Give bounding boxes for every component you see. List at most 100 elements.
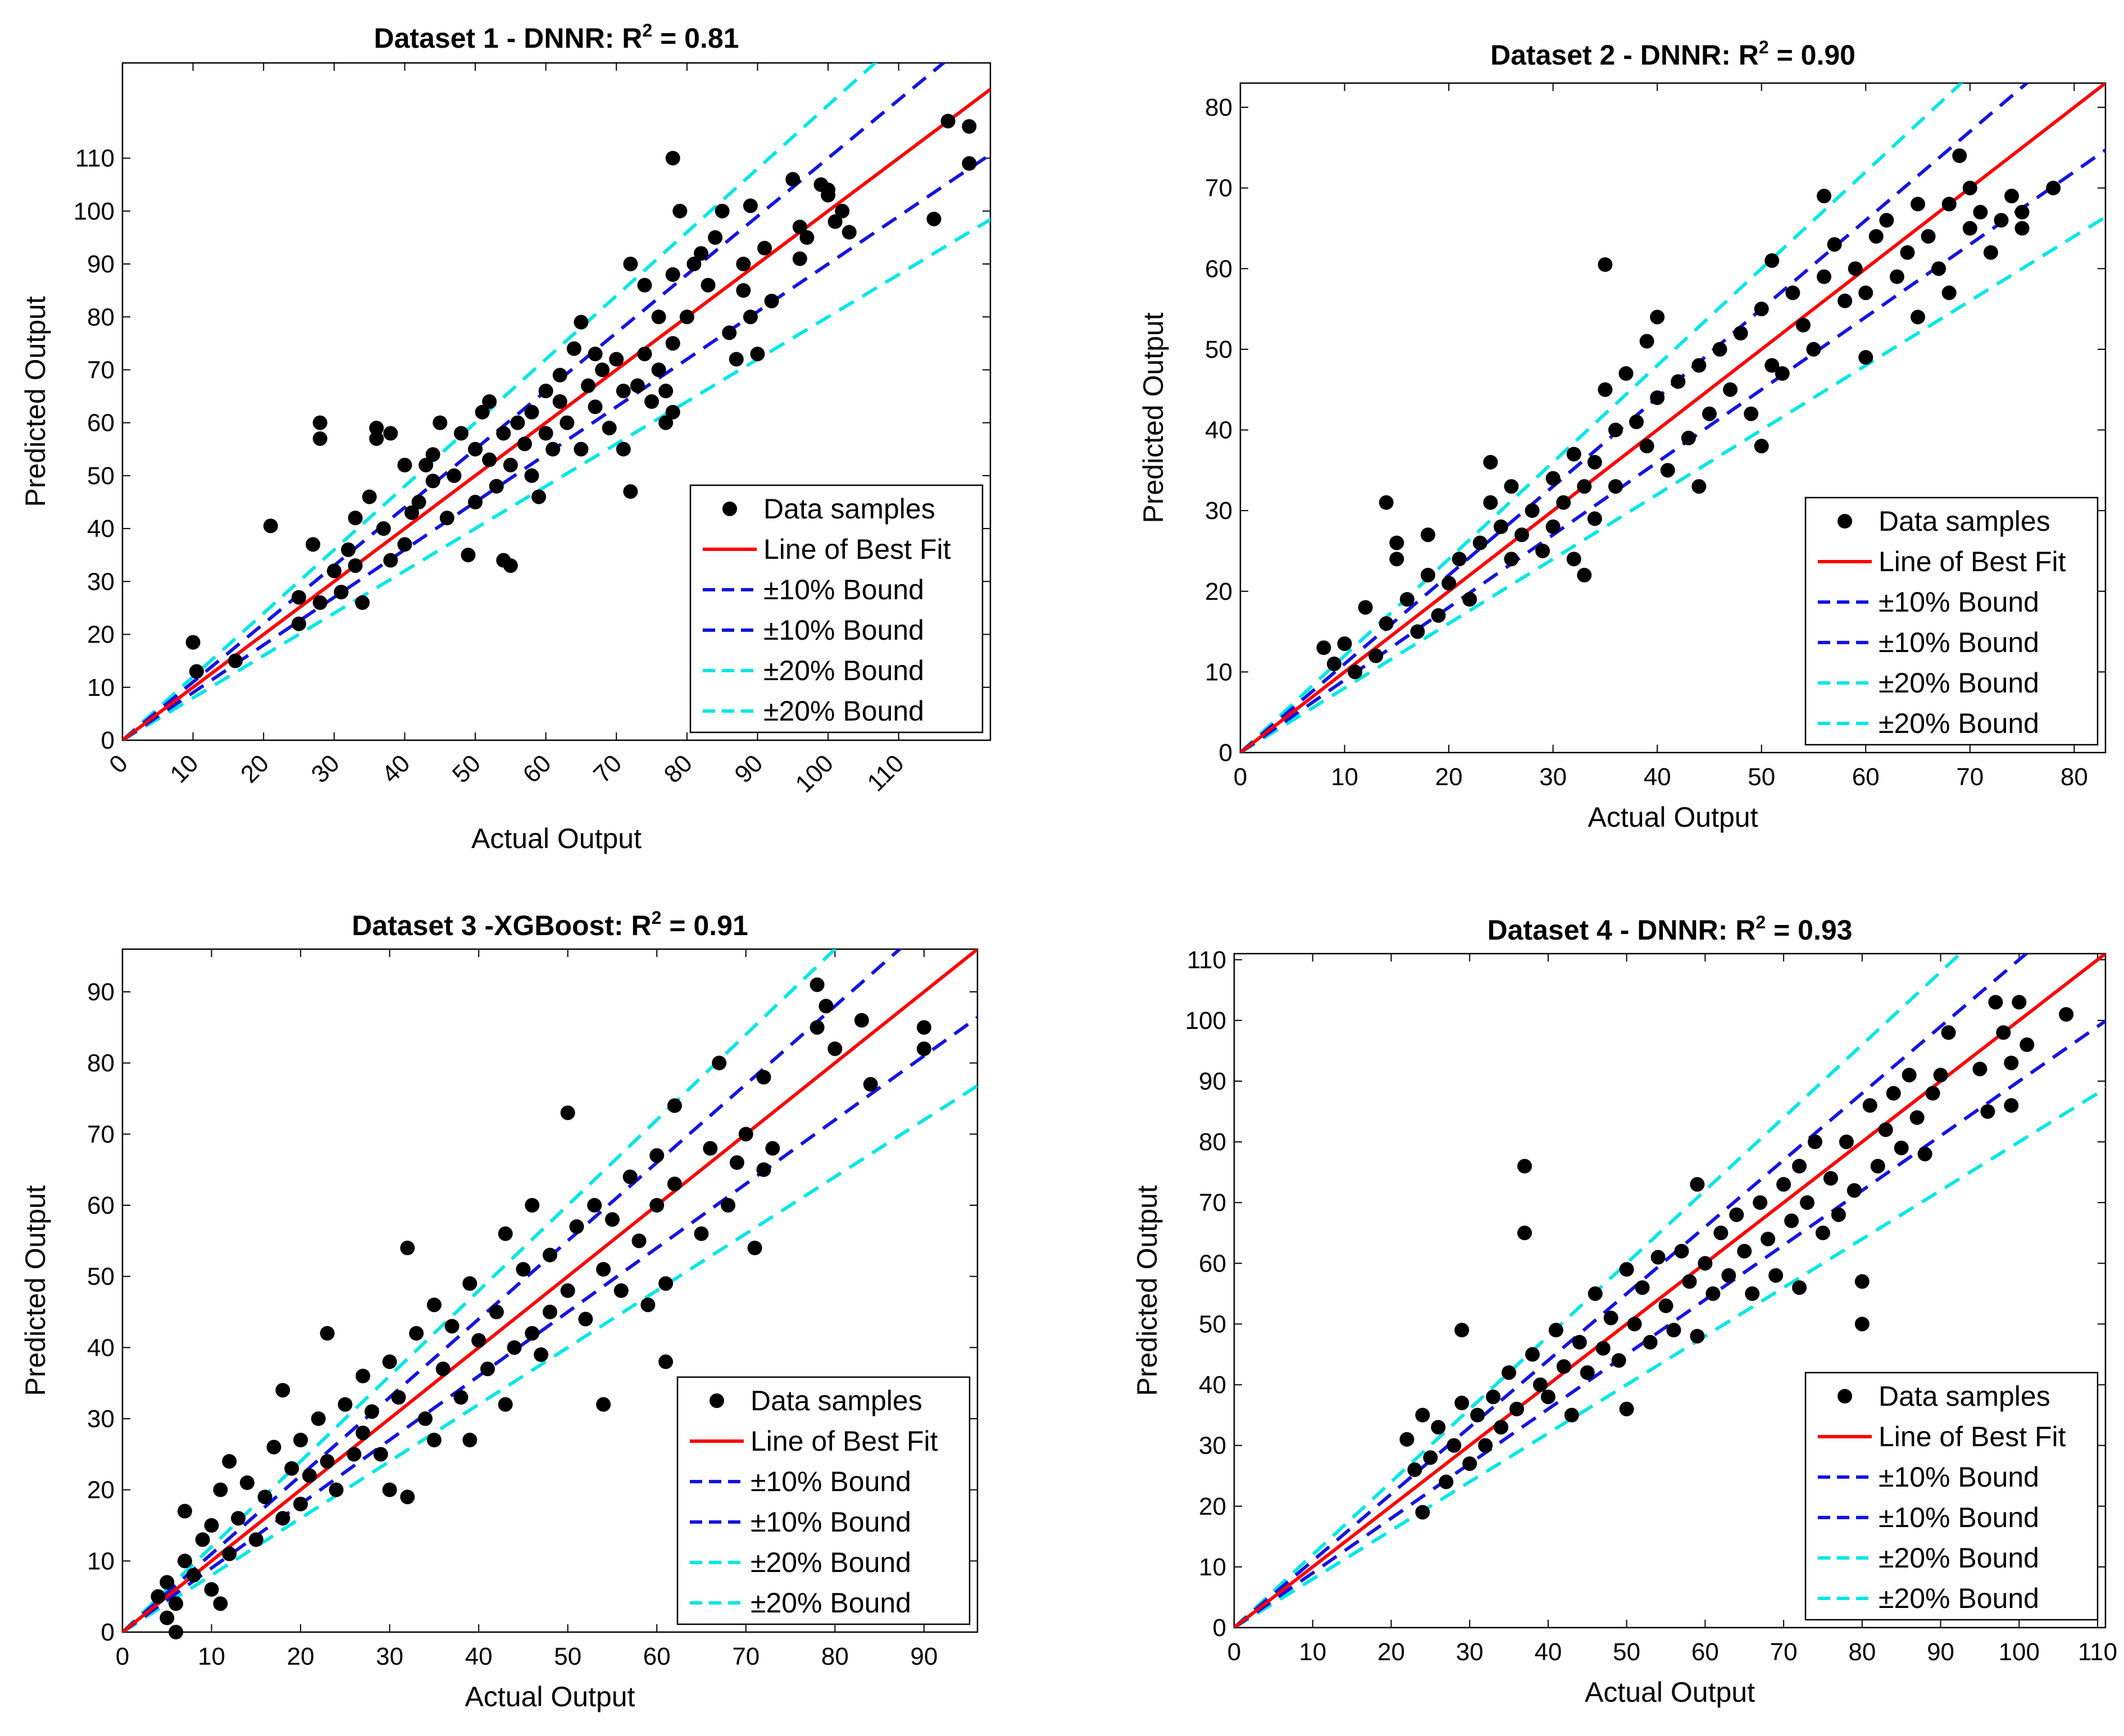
data-point (658, 415, 674, 430)
data-point (1525, 1347, 1540, 1362)
x-tick-label: 20 (287, 1643, 315, 1670)
data-point (665, 336, 680, 351)
data-point (266, 1439, 281, 1455)
data-point (658, 1276, 674, 1291)
data-point (667, 1177, 682, 1191)
data-point (1587, 511, 1602, 526)
data-point (1399, 1432, 1415, 1447)
data-point (397, 458, 412, 473)
data-point (1504, 552, 1519, 567)
data-point (1921, 229, 1936, 244)
data-point (1462, 592, 1477, 607)
data-point (1764, 358, 1780, 373)
data-point (1532, 1377, 1548, 1392)
legend: Data samples Line of Best Fit ±10% Bound ±1… (689, 484, 984, 733)
data-point (854, 1013, 869, 1028)
legend-label: Line of Best Fit (1879, 546, 2066, 577)
data-point (348, 558, 363, 573)
data-point (1817, 269, 1832, 284)
y-tick-label: 90 (87, 978, 115, 1006)
bound-10-upper-line (122, 63, 947, 740)
data-point (1721, 1268, 1736, 1283)
data-point (1729, 1207, 1744, 1222)
x-tick-label: 40 (376, 749, 415, 788)
data-point (1815, 1225, 1830, 1241)
y-axis-label: Predicted Output (1138, 312, 1169, 523)
data-point (672, 203, 688, 218)
x-tick-label: 0 (116, 1643, 129, 1670)
legend-label: ±10% Bound (763, 614, 924, 646)
data-point (622, 1169, 638, 1184)
data-point (239, 1475, 254, 1490)
data-point (1737, 1243, 1752, 1259)
y-tick-label: 20 (87, 1477, 115, 1504)
data-point (651, 362, 666, 377)
chart-title: Dataset 1 - DNNR: R2 = 0.81 (374, 20, 739, 54)
legend-box (1804, 1372, 2099, 1621)
x-tick-label: 10 (165, 749, 203, 788)
data-point (1509, 1401, 1525, 1416)
y-tick-label: 110 (1187, 946, 1226, 974)
data-point (409, 1326, 424, 1341)
data-point (312, 415, 328, 430)
data-point (1902, 1068, 1917, 1083)
data-point (756, 1070, 771, 1085)
x-tick-label: 80 (1848, 1638, 1876, 1666)
data-point (1858, 350, 1873, 365)
data-point (347, 1447, 362, 1462)
data-point (1698, 1256, 1713, 1271)
data-point (2014, 204, 2030, 220)
data-point (1671, 374, 1686, 389)
data-point (1439, 1474, 1454, 1489)
data-point (213, 1596, 228, 1611)
data-point (1410, 624, 1425, 639)
data-point (1941, 285, 1957, 300)
data-point (545, 441, 561, 457)
data-point (809, 977, 825, 992)
data-point (1577, 479, 1592, 494)
data-point (1713, 1225, 1729, 1241)
data-point (1316, 640, 1331, 655)
data-point (604, 1212, 620, 1227)
data-point (1423, 1450, 1438, 1465)
data-point (1556, 495, 1571, 510)
data-point (1420, 568, 1435, 583)
x-tick-label: 30 (1539, 763, 1567, 791)
data-point (1806, 341, 1821, 357)
data-point (373, 1447, 388, 1462)
data-point (1486, 1389, 1501, 1405)
data-point (418, 1411, 433, 1426)
x-tick-label: 10 (1331, 763, 1358, 791)
data-point (1566, 552, 1581, 567)
data-point (1988, 995, 2003, 1010)
data-point (435, 1361, 451, 1377)
data-point (1572, 1334, 1587, 1350)
data-point (364, 1404, 379, 1419)
data-point (1808, 1134, 1822, 1150)
data-point (1911, 197, 1926, 212)
data-point (1545, 471, 1561, 486)
legend-label: Line of Best Fit (751, 1425, 938, 1457)
data-point (667, 1098, 682, 1113)
data-point (694, 246, 708, 261)
x-tick-label: 90 (729, 749, 768, 788)
data-point (1754, 439, 1769, 454)
data-point (397, 537, 412, 552)
data-point (498, 1397, 513, 1412)
data-point (376, 521, 391, 536)
data-point (940, 113, 956, 129)
data-point (1681, 430, 1696, 445)
data-point (1784, 1213, 1799, 1228)
data-point (1348, 664, 1363, 680)
data-point (510, 415, 525, 430)
data-point (189, 664, 204, 679)
data-point (799, 230, 815, 245)
data-point (543, 1247, 557, 1263)
data-point (311, 1411, 326, 1426)
data-point (1556, 1359, 1571, 1374)
y-tick-label: 70 (1199, 1189, 1226, 1216)
x-tick-label: 100 (1999, 1638, 2040, 1666)
data-point (712, 1055, 727, 1070)
data-point (306, 537, 321, 552)
x-tick-label: 50 (1748, 763, 1775, 791)
